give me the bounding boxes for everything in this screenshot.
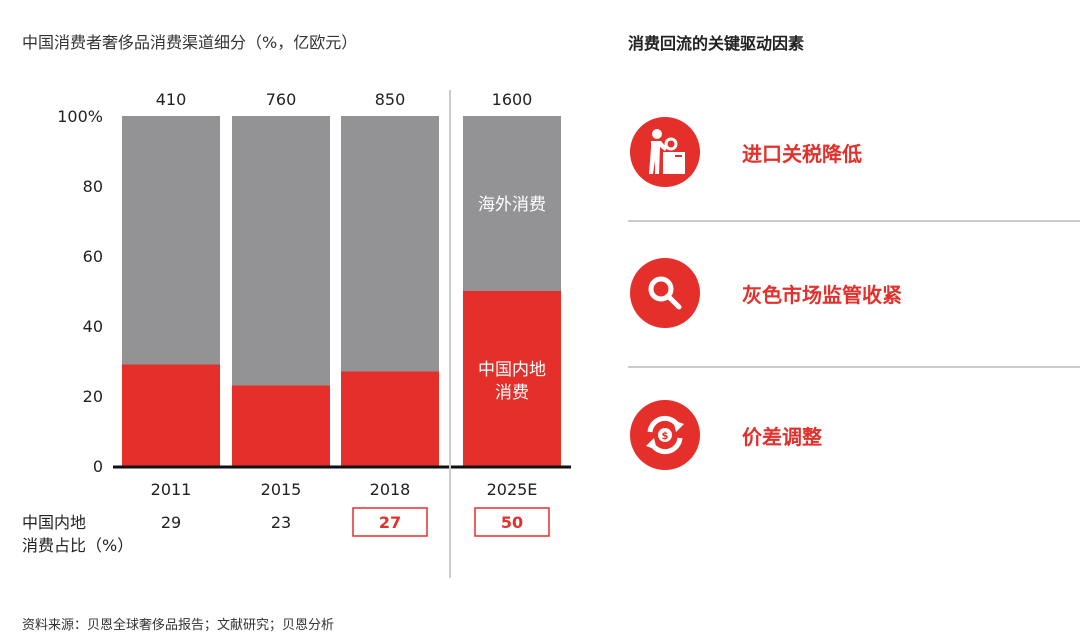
bar-segment-overseas: [232, 116, 330, 386]
share-value: 27: [379, 513, 401, 532]
share-row-label: 中国内地 消费占比（%）: [22, 511, 133, 557]
series-label-domestic-line1: 中国内地: [478, 360, 546, 380]
driver-item-grey-market: 灰色市场监管收紧: [630, 258, 902, 328]
x-tick-label: 2025E: [487, 480, 538, 499]
share-label-line1: 中国内地: [22, 513, 87, 532]
bar-total-label: 410: [156, 90, 187, 109]
series-label-domestic-line2: 消费: [495, 383, 529, 403]
share-value: 23: [271, 513, 291, 532]
bar-segment-domestic: [232, 385, 330, 466]
svg-text:$: $: [662, 431, 669, 442]
x-tick-label: 2011: [151, 480, 192, 499]
bar-segment-domestic: [463, 291, 561, 466]
driver-label: 价差调整: [742, 424, 822, 449]
share-highlight-box: [474, 507, 550, 537]
divider: [628, 220, 1080, 222]
share-value: 50: [501, 513, 523, 532]
share-highlight-box: [352, 507, 428, 537]
driver-item-tariff: 进口关税降低: [630, 117, 862, 187]
bar-segment-overseas: [341, 116, 439, 372]
bar-segment-domestic: [122, 364, 220, 466]
divider: [628, 366, 1080, 368]
bar-segment-domestic: [341, 371, 439, 466]
y-tick-label: 20: [83, 387, 103, 406]
bar-segment-overseas: [122, 116, 220, 365]
stacked-bar-chart: 410 2011 29 760 2015 23 850 2018 27 1600 2025E 50 0 2…: [57, 90, 571, 578]
drivers-title: 消费回流的关键驱动因素: [628, 34, 805, 53]
y-tick-label: 0: [93, 457, 103, 476]
driver-label: 灰色市场监管收紧: [742, 282, 902, 307]
x-tick-label: 2018: [370, 480, 411, 499]
bar-total-label: 1600: [492, 90, 533, 109]
share-value: 29: [161, 513, 181, 532]
source-note: 资料来源：贝恩全球奢侈品报告；文献研究；贝恩分析: [22, 618, 335, 633]
y-tick-label: 80: [83, 177, 103, 196]
y-tick-label: 60: [83, 247, 103, 266]
share-label-line2: 消费占比（%）: [22, 536, 134, 555]
y-tick-label: 40: [83, 317, 103, 336]
bar-total-label: 850: [375, 90, 406, 109]
currency-exchange-icon: $: [630, 400, 700, 470]
magnifier-icon: [630, 258, 700, 328]
driver-item-price-gap: $ 价差调整: [630, 400, 822, 470]
series-label-overseas: 海外消费: [478, 195, 546, 215]
customs-inspection-icon: [630, 117, 700, 187]
y-tick-label: 100%: [57, 107, 103, 126]
x-tick-label: 2015: [261, 480, 302, 499]
bar-segment-overseas: [463, 116, 561, 291]
bar-total-label: 760: [266, 90, 297, 109]
driver-label: 进口关税降低: [742, 141, 862, 166]
chart-title: 中国消费者奢侈品消费渠道细分（%，亿欧元）: [22, 33, 358, 52]
